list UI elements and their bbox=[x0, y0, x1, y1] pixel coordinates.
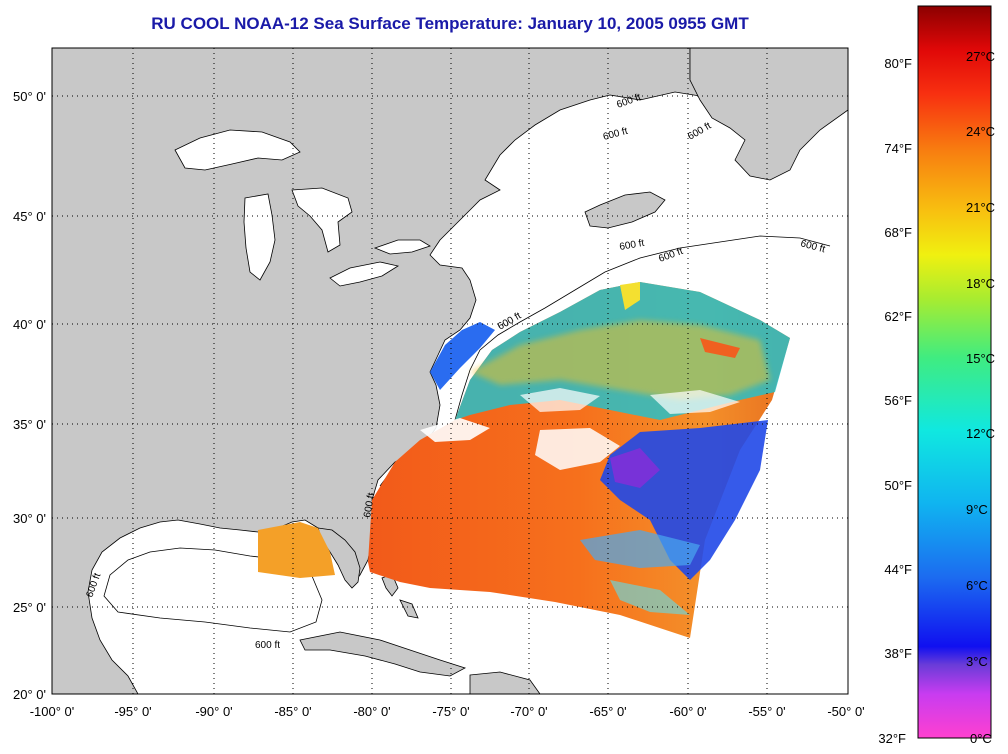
lat-tick-label: 25° 0' bbox=[13, 600, 46, 615]
contour-label: 600 ft bbox=[362, 492, 377, 519]
nova-scotia-land bbox=[584, 191, 666, 229]
lat-tick-label: 40° 0' bbox=[13, 317, 46, 332]
celsius-label: 15°C bbox=[966, 351, 995, 366]
celsius-label: 6°C bbox=[966, 578, 988, 593]
lon-tick-label: -95° 0' bbox=[114, 704, 151, 719]
celsius-label: 21°C bbox=[966, 200, 995, 215]
plot-border bbox=[51, 47, 849, 695]
colorbar bbox=[917, 5, 992, 739]
map-title: RU COOL NOAA-12 Sea Surface Temperature:… bbox=[151, 14, 749, 33]
fahrenheit-label: 32°F bbox=[878, 731, 906, 746]
fahrenheit-label: 80°F bbox=[884, 56, 912, 71]
fahrenheit-label: 56°F bbox=[884, 393, 912, 408]
fahrenheit-label: 38°F bbox=[884, 646, 912, 661]
latitude-axis: 50° 0' 45° 0' 40° 0' 35° 0' 30° 0' 25° 0… bbox=[13, 89, 46, 702]
longitude-axis: -100° 0' -95° 0' -90° 0' -85° 0' -80° 0'… bbox=[30, 704, 865, 719]
celsius-label: 9°C bbox=[966, 502, 988, 517]
fahrenheit-label: 62°F bbox=[884, 309, 912, 324]
lat-tick-label: 50° 0' bbox=[13, 89, 46, 104]
fahrenheit-label: 68°F bbox=[884, 225, 912, 240]
lon-tick-label: -75° 0' bbox=[432, 704, 469, 719]
sst-swath bbox=[258, 282, 790, 638]
lon-tick-label: -90° 0' bbox=[195, 704, 232, 719]
colorbar-celsius-labels: 27°C 24°C 21°C 18°C 15°C 12°C 9°C 6°C 3°… bbox=[966, 49, 995, 746]
contour-label: 600 ft bbox=[619, 238, 646, 253]
lat-tick-label: 35° 0' bbox=[13, 417, 46, 432]
lat-tick-label: 30° 0' bbox=[13, 511, 46, 526]
lat-tick-label: 20° 0' bbox=[13, 687, 46, 702]
celsius-label: 12°C bbox=[966, 426, 995, 441]
contour-label: 600 ft bbox=[255, 640, 280, 651]
lat-tick-label: 45° 0' bbox=[13, 209, 46, 224]
lon-tick-label: -55° 0' bbox=[748, 704, 785, 719]
bathymetry-contour-gulf bbox=[103, 547, 323, 633]
lon-tick-label: -70° 0' bbox=[510, 704, 547, 719]
atlantic-canada-land bbox=[689, 48, 848, 181]
celsius-label: 24°C bbox=[966, 124, 995, 139]
celsius-label: 0°C bbox=[970, 731, 992, 746]
lon-tick-label: -80° 0' bbox=[353, 704, 390, 719]
lon-tick-label: -65° 0' bbox=[589, 704, 626, 719]
fahrenheit-label: 44°F bbox=[884, 562, 912, 577]
colorbar-fahrenheit-labels: 80°F 74°F 68°F 62°F 56°F 50°F 44°F 38°F … bbox=[878, 56, 912, 746]
fahrenheit-label: 50°F bbox=[884, 478, 912, 493]
celsius-label: 3°C bbox=[966, 654, 988, 669]
celsius-label: 27°C bbox=[966, 49, 995, 64]
lon-tick-label: -100° 0' bbox=[30, 704, 75, 719]
lon-tick-label: -85° 0' bbox=[274, 704, 311, 719]
lon-tick-label: -60° 0' bbox=[669, 704, 706, 719]
lon-tick-label: -50° 0' bbox=[827, 704, 864, 719]
fahrenheit-label: 74°F bbox=[884, 141, 912, 156]
celsius-label: 18°C bbox=[966, 276, 995, 291]
